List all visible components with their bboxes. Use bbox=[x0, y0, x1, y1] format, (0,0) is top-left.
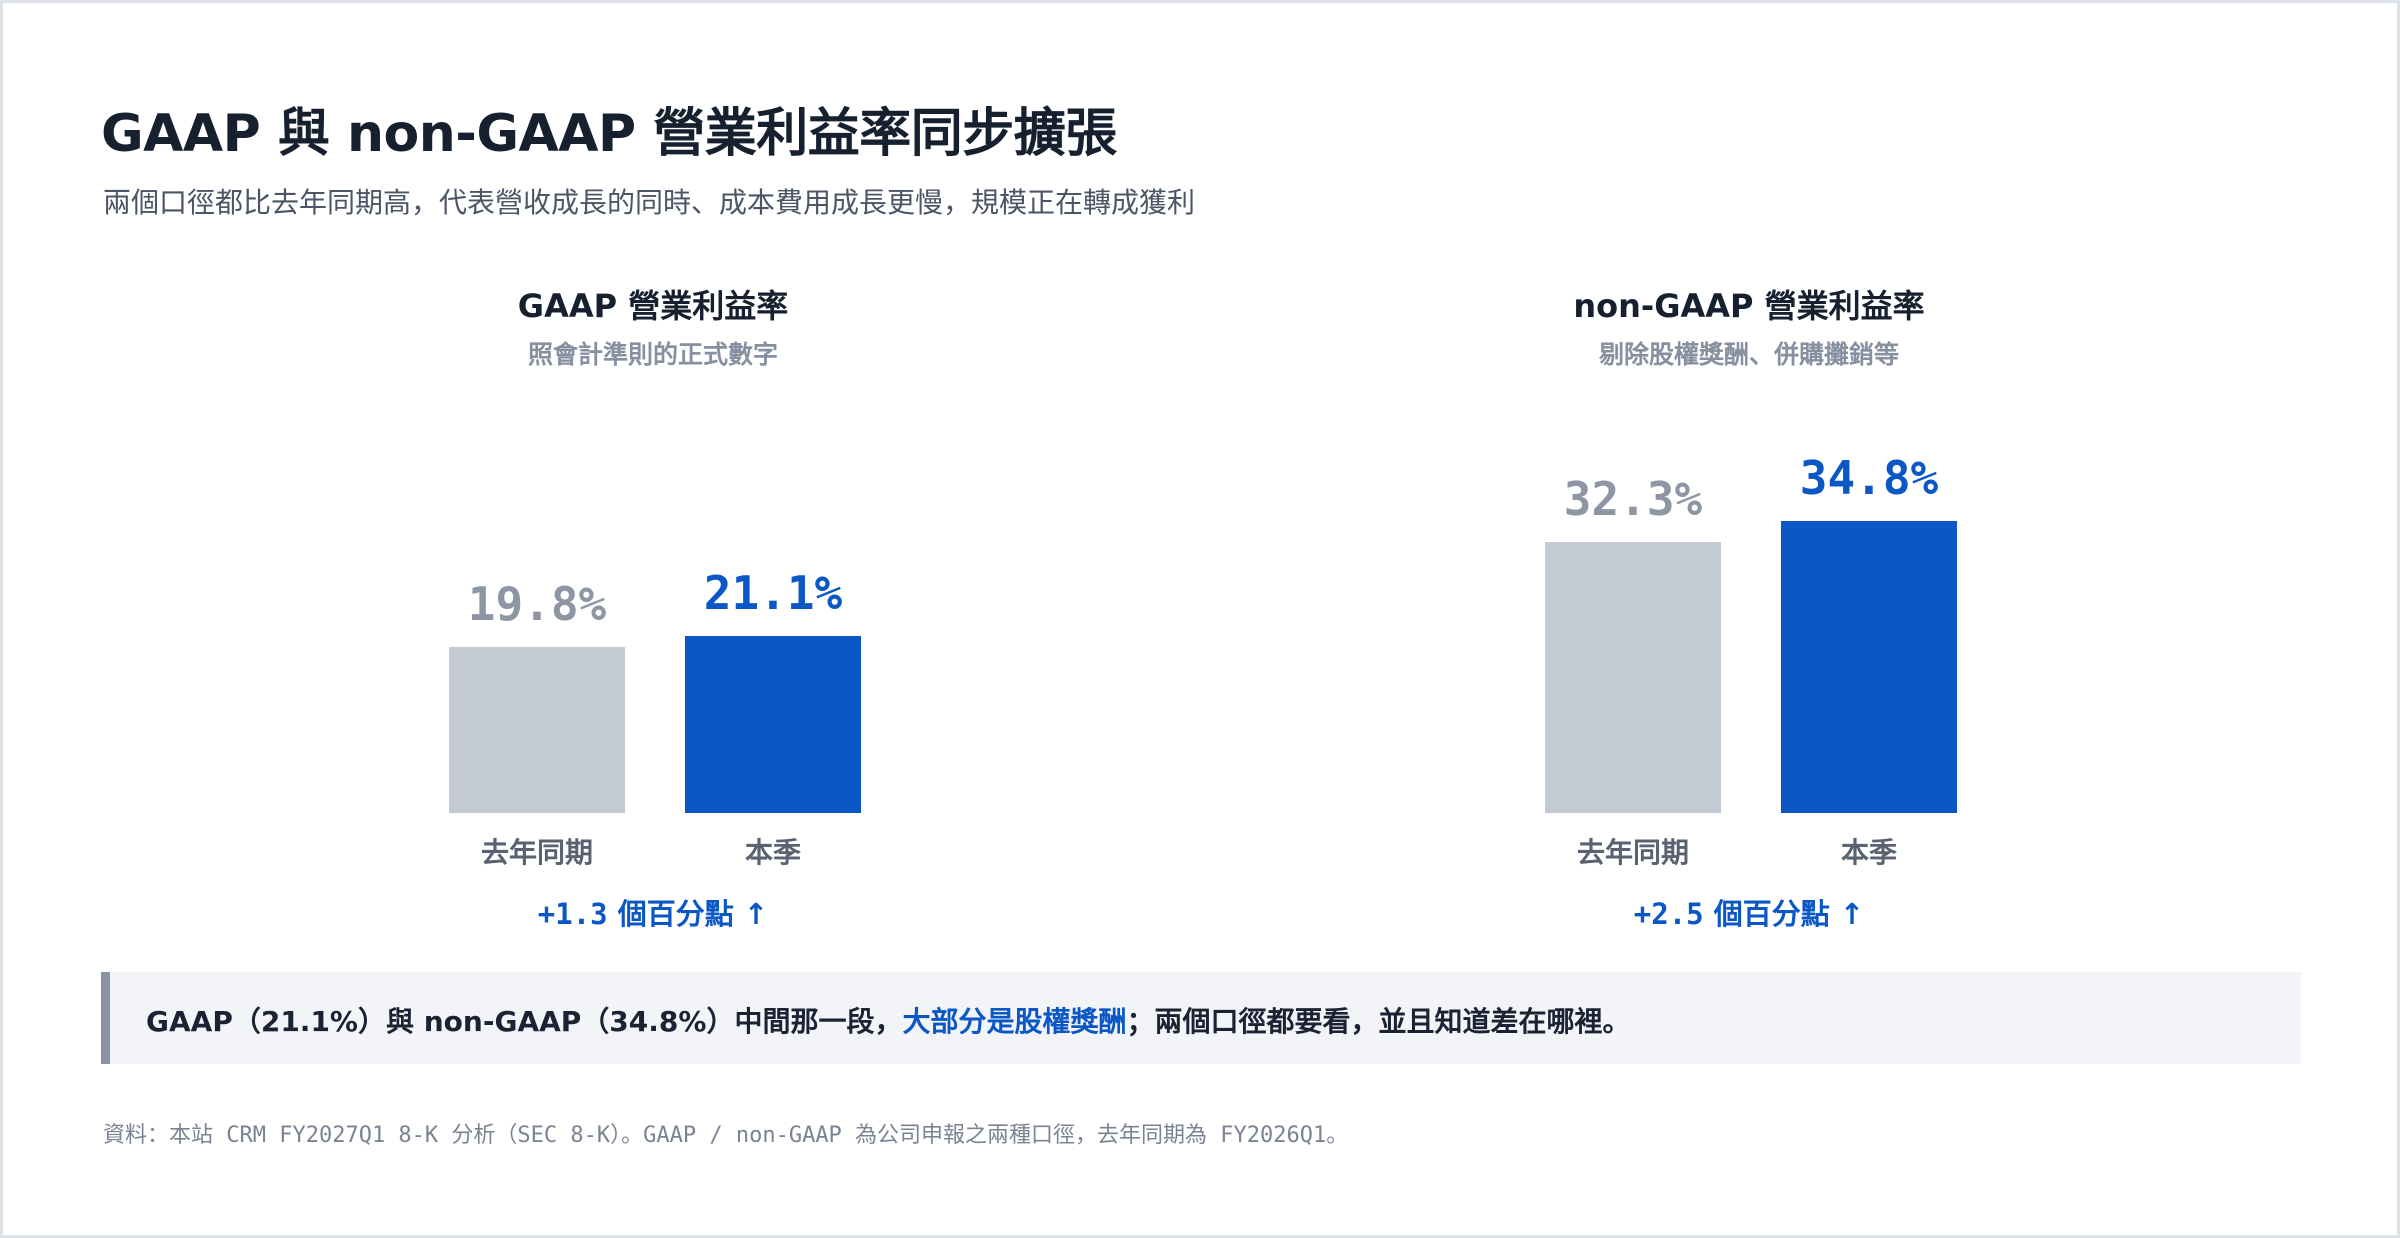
non-gaap-value-label-previous: 32.3% bbox=[1563, 471, 1703, 526]
page-title: GAAP 與 non-GAAP 營業利益率同步擴張 bbox=[101, 104, 1117, 164]
gaap-bar-previous bbox=[449, 646, 625, 813]
gaap-delta-text: 個百分點 bbox=[617, 897, 734, 931]
gaap-value-label-previous: 19.8% bbox=[467, 576, 607, 631]
page-subtitle: 兩個口徑都比去年同期高，代表營收成長的同時、成本費用成長更慢，規模正在轉成獲利 bbox=[103, 186, 1196, 219]
gaap-bar-current bbox=[685, 635, 861, 813]
non-gaap-delta-text: 個百分點 bbox=[1713, 897, 1830, 931]
gaap-category-label-current: 本季 bbox=[744, 836, 801, 869]
gaap-category-label-previous: 去年同期 bbox=[480, 836, 593, 869]
arrow-up-icon: ↑ bbox=[1839, 897, 1865, 931]
gaap-value-label-current: 21.1% bbox=[703, 565, 843, 620]
non-gaap-bar-previous bbox=[1545, 541, 1721, 813]
arrow-up-icon: ↑ bbox=[743, 897, 769, 931]
gaap-delta: +1.3 個百分點 ↑ bbox=[103, 891, 1203, 933]
gaap-panel: GAAP 營業利益率 照會計準則的正式數字 19.8% 21.1% 去年同期 本… bbox=[103, 273, 1203, 933]
callout-text: GAAP（21.1%）與 non-GAAP（34.8%）中間那一段，大部分是股權… bbox=[146, 1000, 1630, 1040]
callout-text-after: ；兩個口徑都要看，並且知道差在哪裡。 bbox=[1126, 1005, 1631, 1038]
non-gaap-delta: +2.5 個百分點 ↑ bbox=[1199, 891, 2299, 933]
non-gaap-bar-area: 32.3% 34.8% bbox=[1199, 273, 2299, 813]
panel-title: non-GAAP 營業利益率 bbox=[1573, 287, 1925, 325]
callout-highlight: 大部分是股權獎酬 bbox=[902, 1005, 1127, 1038]
panel-title: GAAP 營業利益率 bbox=[517, 287, 789, 325]
gaap-bar-area: 19.8% 21.1% bbox=[103, 273, 1203, 813]
panel-subtitle: 剔除股權獎酬、併購攤銷等 bbox=[1598, 340, 1899, 369]
insight-callout: GAAP（21.1%）與 non-GAAP（34.8%）中間那一段，大部分是股權… bbox=[101, 972, 2301, 1064]
non-gaap-bar-current bbox=[1781, 520, 1957, 813]
non-gaap-category-label-current: 本季 bbox=[1840, 836, 1897, 869]
non-gaap-delta-value: +2.5 bbox=[1633, 897, 1704, 931]
callout-text-before: GAAP（21.1%）與 non-GAAP（34.8%）中間那一段， bbox=[146, 1005, 903, 1038]
non-gaap-category-label-previous: 去年同期 bbox=[1576, 836, 1689, 869]
source-note: 資料：本站 CRM FY2027Q1 8-K 分析（SEC 8-K）。GAAP … bbox=[103, 1123, 1349, 1148]
gaap-delta-value: +1.3 bbox=[537, 897, 608, 931]
non-gaap-panel: non-GAAP 營業利益率 剔除股權獎酬、併購攤銷等 32.3% 34.8% … bbox=[1199, 273, 2299, 933]
panel-subtitle: 照會計準則的正式數字 bbox=[527, 340, 778, 369]
non-gaap-value-label-current: 34.8% bbox=[1799, 450, 1939, 505]
